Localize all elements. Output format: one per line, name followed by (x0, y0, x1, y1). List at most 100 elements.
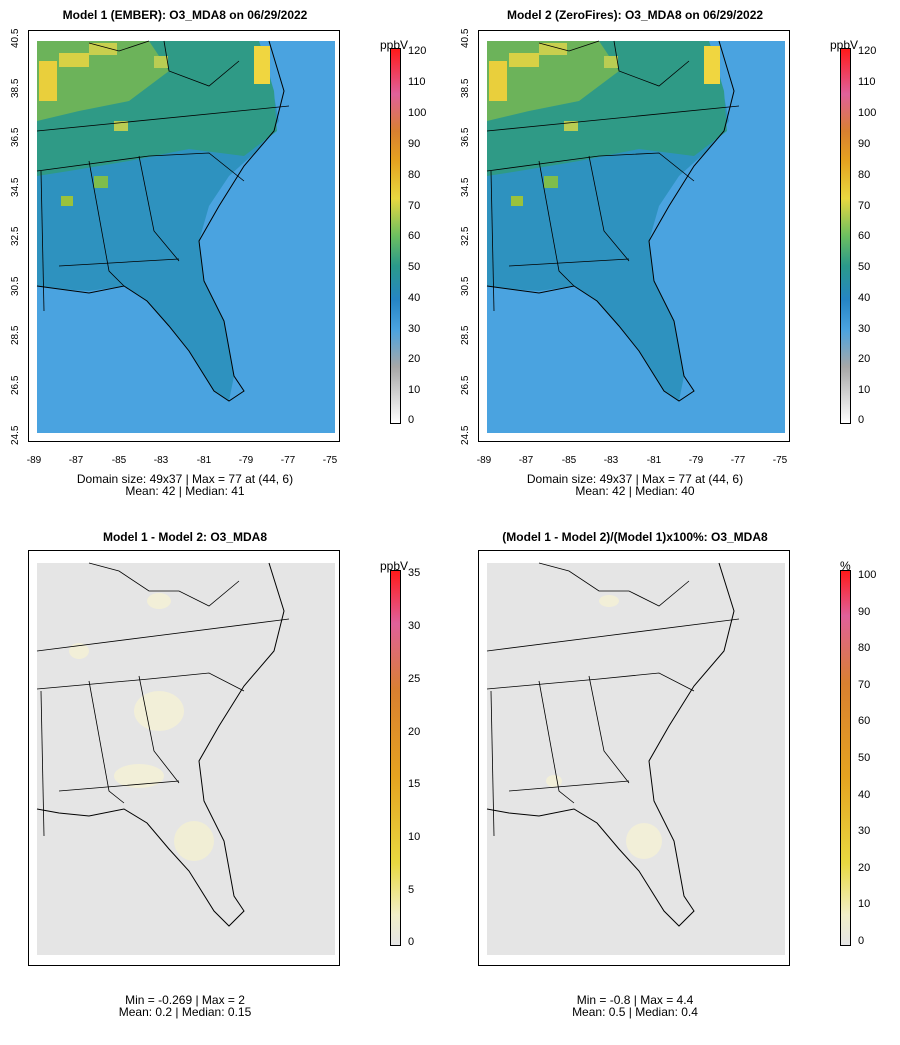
x-tick: -85 (111, 455, 127, 466)
colorbar-label: 70 (858, 200, 871, 212)
colorbar-label: 120 (408, 45, 427, 57)
stats-line-2: Mean: 0.5 | Median: 0.4 (572, 1005, 698, 1019)
colorbar-label: 10 (858, 898, 871, 910)
colorbar-label: 30 (858, 323, 871, 335)
colorbar (390, 570, 401, 946)
colorbar-unit: ppbV (830, 38, 859, 52)
colorbar-label: 10 (408, 384, 421, 396)
stats-line-1: Min = -0.8 | Max = 4.4 (576, 993, 694, 1007)
y-tick: 34.5 (460, 177, 471, 197)
y-tick: 40.5 (10, 28, 21, 48)
y-tick: 32.5 (10, 226, 21, 246)
colorbar-label: 35 (408, 567, 421, 579)
colorbar-label: 90 (858, 138, 871, 150)
colorbar (840, 570, 851, 946)
colorbar-label: 10 (408, 831, 421, 843)
x-tick: -79 (238, 455, 254, 466)
y-tick: 30.5 (460, 276, 471, 296)
map-frame (28, 30, 340, 442)
o3-field-map (486, 40, 785, 433)
x-tick: -77 (280, 455, 296, 466)
colorbar-label: 70 (408, 200, 421, 212)
colorbar-label: 50 (408, 261, 421, 273)
colorbar-label: 90 (858, 606, 871, 618)
colorbar-unit: ppbV (380, 559, 409, 573)
x-tick: -75 (322, 455, 338, 466)
colorbar-label: 5 (408, 884, 415, 896)
colorbar-label: 90 (408, 138, 421, 150)
colorbar-label: 10 (858, 384, 871, 396)
colorbar-label: 40 (408, 292, 421, 304)
colorbar-label: 30 (408, 620, 421, 632)
colorbar-unit: ppbV (380, 38, 409, 52)
colorbar-unit: % (840, 559, 851, 573)
colorbar-label: 100 (858, 569, 877, 581)
map-frame (478, 550, 790, 966)
panel-title: Model 1 - Model 2: O3_MDA8 (102, 530, 268, 544)
colorbar-label: 100 (858, 107, 877, 119)
colorbar-label: 40 (858, 292, 871, 304)
stats-line-2: Mean: 42 | Median: 40 (575, 484, 695, 498)
y-tick: 26.5 (10, 375, 21, 395)
y-tick: 36.5 (460, 127, 471, 147)
colorbar-label: 120 (858, 45, 877, 57)
stats-line-2: Mean: 42 | Median: 41 (125, 484, 245, 498)
y-tick: 24.5 (10, 425, 21, 445)
x-tick: -79 (688, 455, 704, 466)
x-tick: -75 (772, 455, 788, 466)
colorbar-label: 15 (408, 778, 421, 790)
panel-difference: Model 1 - Model 2: O3_MDA8 Min = -0.269 … (0, 522, 450, 1044)
x-tick: -83 (603, 455, 619, 466)
colorbar-label: 60 (858, 230, 871, 242)
x-tick: -85 (561, 455, 577, 466)
panel-title: (Model 1 - Model 2)/(Model 1)x100%: O3_M… (502, 530, 768, 544)
colorbar-label: 0 (408, 936, 415, 948)
y-tick: 36.5 (10, 127, 21, 147)
y-tick: 24.5 (460, 425, 471, 445)
y-tick: 28.5 (460, 325, 471, 345)
x-tick: -83 (153, 455, 169, 466)
panel-title: Model 2 (ZeroFires): O3_MDA8 on 06/29/20… (506, 8, 764, 22)
panel-model1: Model 1 (EMBER): O3_MDA8 on 06/29/2022 (0, 0, 450, 522)
x-tick: -87 (68, 455, 84, 466)
y-tick: 38.5 (460, 78, 471, 98)
colorbar-label: 80 (858, 169, 871, 181)
colorbar-label: 50 (858, 261, 871, 273)
x-tick: -81 (646, 455, 662, 466)
colorbar-label: 0 (408, 414, 415, 426)
colorbar-label: 110 (858, 76, 876, 88)
map-frame (478, 30, 790, 442)
colorbar (390, 48, 401, 424)
panel-percent-difference: (Model 1 - Model 2)/(Model 1)x100%: O3_M… (450, 522, 900, 1044)
x-tick: -81 (196, 455, 212, 466)
colorbar-label: 70 (858, 679, 871, 691)
y-tick: 32.5 (460, 226, 471, 246)
y-tick: 26.5 (460, 375, 471, 395)
stats-line-1: Domain size: 49x37 | Max = 77 at (44, 6) (76, 472, 294, 486)
colorbar-label: 30 (858, 825, 871, 837)
colorbar (840, 48, 851, 424)
percent-difference-map (486, 562, 785, 955)
y-tick: 34.5 (10, 177, 21, 197)
colorbar-label: 60 (858, 715, 871, 727)
colorbar-label: 25 (408, 673, 421, 685)
o3-field-map (36, 40, 335, 433)
x-tick: -77 (730, 455, 746, 466)
colorbar-label: 20 (858, 862, 871, 874)
colorbar-label: 60 (408, 230, 421, 242)
map-frame (28, 550, 340, 966)
colorbar-label: 20 (858, 353, 871, 365)
y-tick: 30.5 (10, 276, 21, 296)
colorbar-label: 0 (858, 414, 865, 426)
stats-line-1: Min = -0.269 | Max = 2 (125, 993, 245, 1007)
colorbar-label: 50 (858, 752, 871, 764)
colorbar-label: 80 (408, 169, 421, 181)
colorbar-label: 30 (408, 323, 421, 335)
difference-map (36, 562, 335, 955)
y-tick: 38.5 (10, 78, 21, 98)
colorbar-label: 20 (408, 726, 421, 738)
stats-line-2: Mean: 0.2 | Median: 0.15 (118, 1005, 252, 1019)
x-tick: -89 (476, 455, 492, 466)
y-tick: 40.5 (460, 28, 471, 48)
colorbar-label: 20 (408, 353, 421, 365)
